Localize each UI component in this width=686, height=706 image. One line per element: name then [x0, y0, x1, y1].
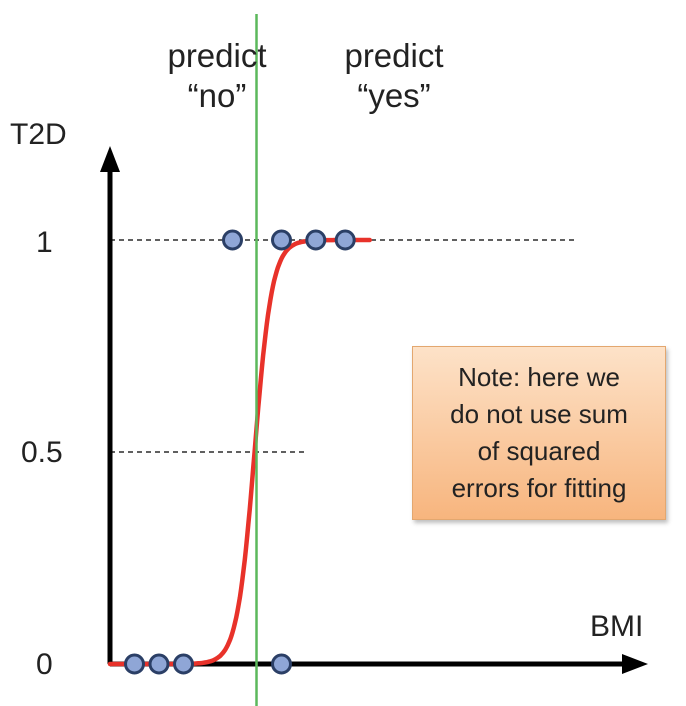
note-box: Note: here we do not use sum of squared …: [412, 346, 666, 520]
y-tick-label-0.5: 0.5: [21, 436, 63, 469]
note-line-3: of squared: [477, 436, 601, 466]
note-line-4: errors for fitting: [451, 473, 627, 503]
data-point-5: [271, 653, 292, 675]
note-line-2: do not use sum: [450, 399, 628, 429]
region-label-no: predict “no”: [117, 36, 317, 116]
y-axis-label: T2D: [10, 118, 67, 151]
region-yes-line1: predict: [344, 37, 444, 74]
data-point-1: [124, 653, 145, 675]
y-tick-label-0: 0: [36, 648, 53, 681]
x-axis-label: BMI: [590, 610, 644, 643]
y-tick-label-1: 1: [36, 226, 53, 259]
region-yes-line2: “yes”: [357, 77, 431, 114]
region-no-line2: “no”: [187, 77, 247, 114]
region-no-line1: predict: [167, 37, 267, 74]
data-point-7: [305, 229, 327, 251]
data-point-6: [271, 229, 292, 251]
data-point-4: [222, 229, 243, 251]
y-axis-arrow: [100, 146, 120, 172]
region-label-yes: predict “yes”: [294, 36, 494, 116]
data-point-8: [334, 229, 356, 251]
note-line-1: Note: here we: [458, 362, 620, 392]
x-axis-arrow: [622, 654, 648, 674]
data-point-3: [173, 653, 194, 675]
data-point-2: [148, 653, 170, 675]
